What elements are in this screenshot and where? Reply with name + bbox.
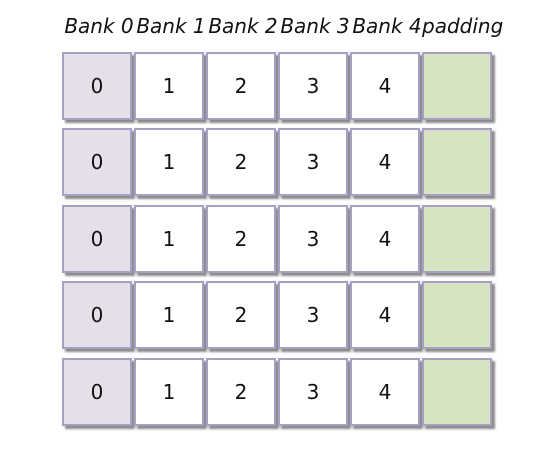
padding-cell	[422, 205, 492, 273]
bank-4-cell: 4	[350, 281, 420, 349]
bank-3-cell: 3	[278, 128, 348, 196]
bank-1-cell: 1	[134, 52, 204, 120]
bank-0-cell: 0	[62, 358, 132, 426]
bank-3-cell: 3	[278, 52, 348, 120]
padding-cell	[422, 128, 492, 196]
bank-2-cell: 2	[206, 358, 276, 426]
header-bank-1: Bank 1	[136, 14, 206, 38]
bank-1-cell: 1	[134, 358, 204, 426]
bank-1-cell: 1	[134, 205, 204, 273]
bank-1-cell: 1	[134, 281, 204, 349]
bank-4-cell: 4	[350, 128, 420, 196]
bank-0-cell: 0	[62, 128, 132, 196]
header-padding: padding	[422, 14, 504, 38]
bank-2-cell: 2	[206, 52, 276, 120]
bank-0-cell: 0	[62, 281, 132, 349]
bank-0-cell: 0	[62, 52, 132, 120]
padding-cell	[422, 358, 492, 426]
bank-2-cell: 2	[206, 128, 276, 196]
bank-4-cell: 4	[350, 205, 420, 273]
bank-2-cell: 2	[206, 205, 276, 273]
padding-cell	[422, 281, 492, 349]
bank-3-cell: 3	[278, 205, 348, 273]
padding-cell	[422, 52, 492, 120]
bank-0-cell: 0	[62, 205, 132, 273]
header-bank-3: Bank 3	[280, 14, 350, 38]
bank-3-cell: 3	[278, 281, 348, 349]
header-bank-0: Bank 0	[64, 14, 134, 38]
bank-2-cell: 2	[206, 281, 276, 349]
bank-1-cell: 1	[134, 128, 204, 196]
bank-4-cell: 4	[350, 358, 420, 426]
header-bank-2: Bank 2	[208, 14, 278, 38]
column-headers: Bank 0 Bank 1 Bank 2 Bank 3 Bank 4 paddi…	[0, 0, 535, 50]
bank-3-cell: 3	[278, 358, 348, 426]
bank-4-cell: 4	[350, 52, 420, 120]
header-bank-4: Bank 4	[352, 14, 422, 38]
